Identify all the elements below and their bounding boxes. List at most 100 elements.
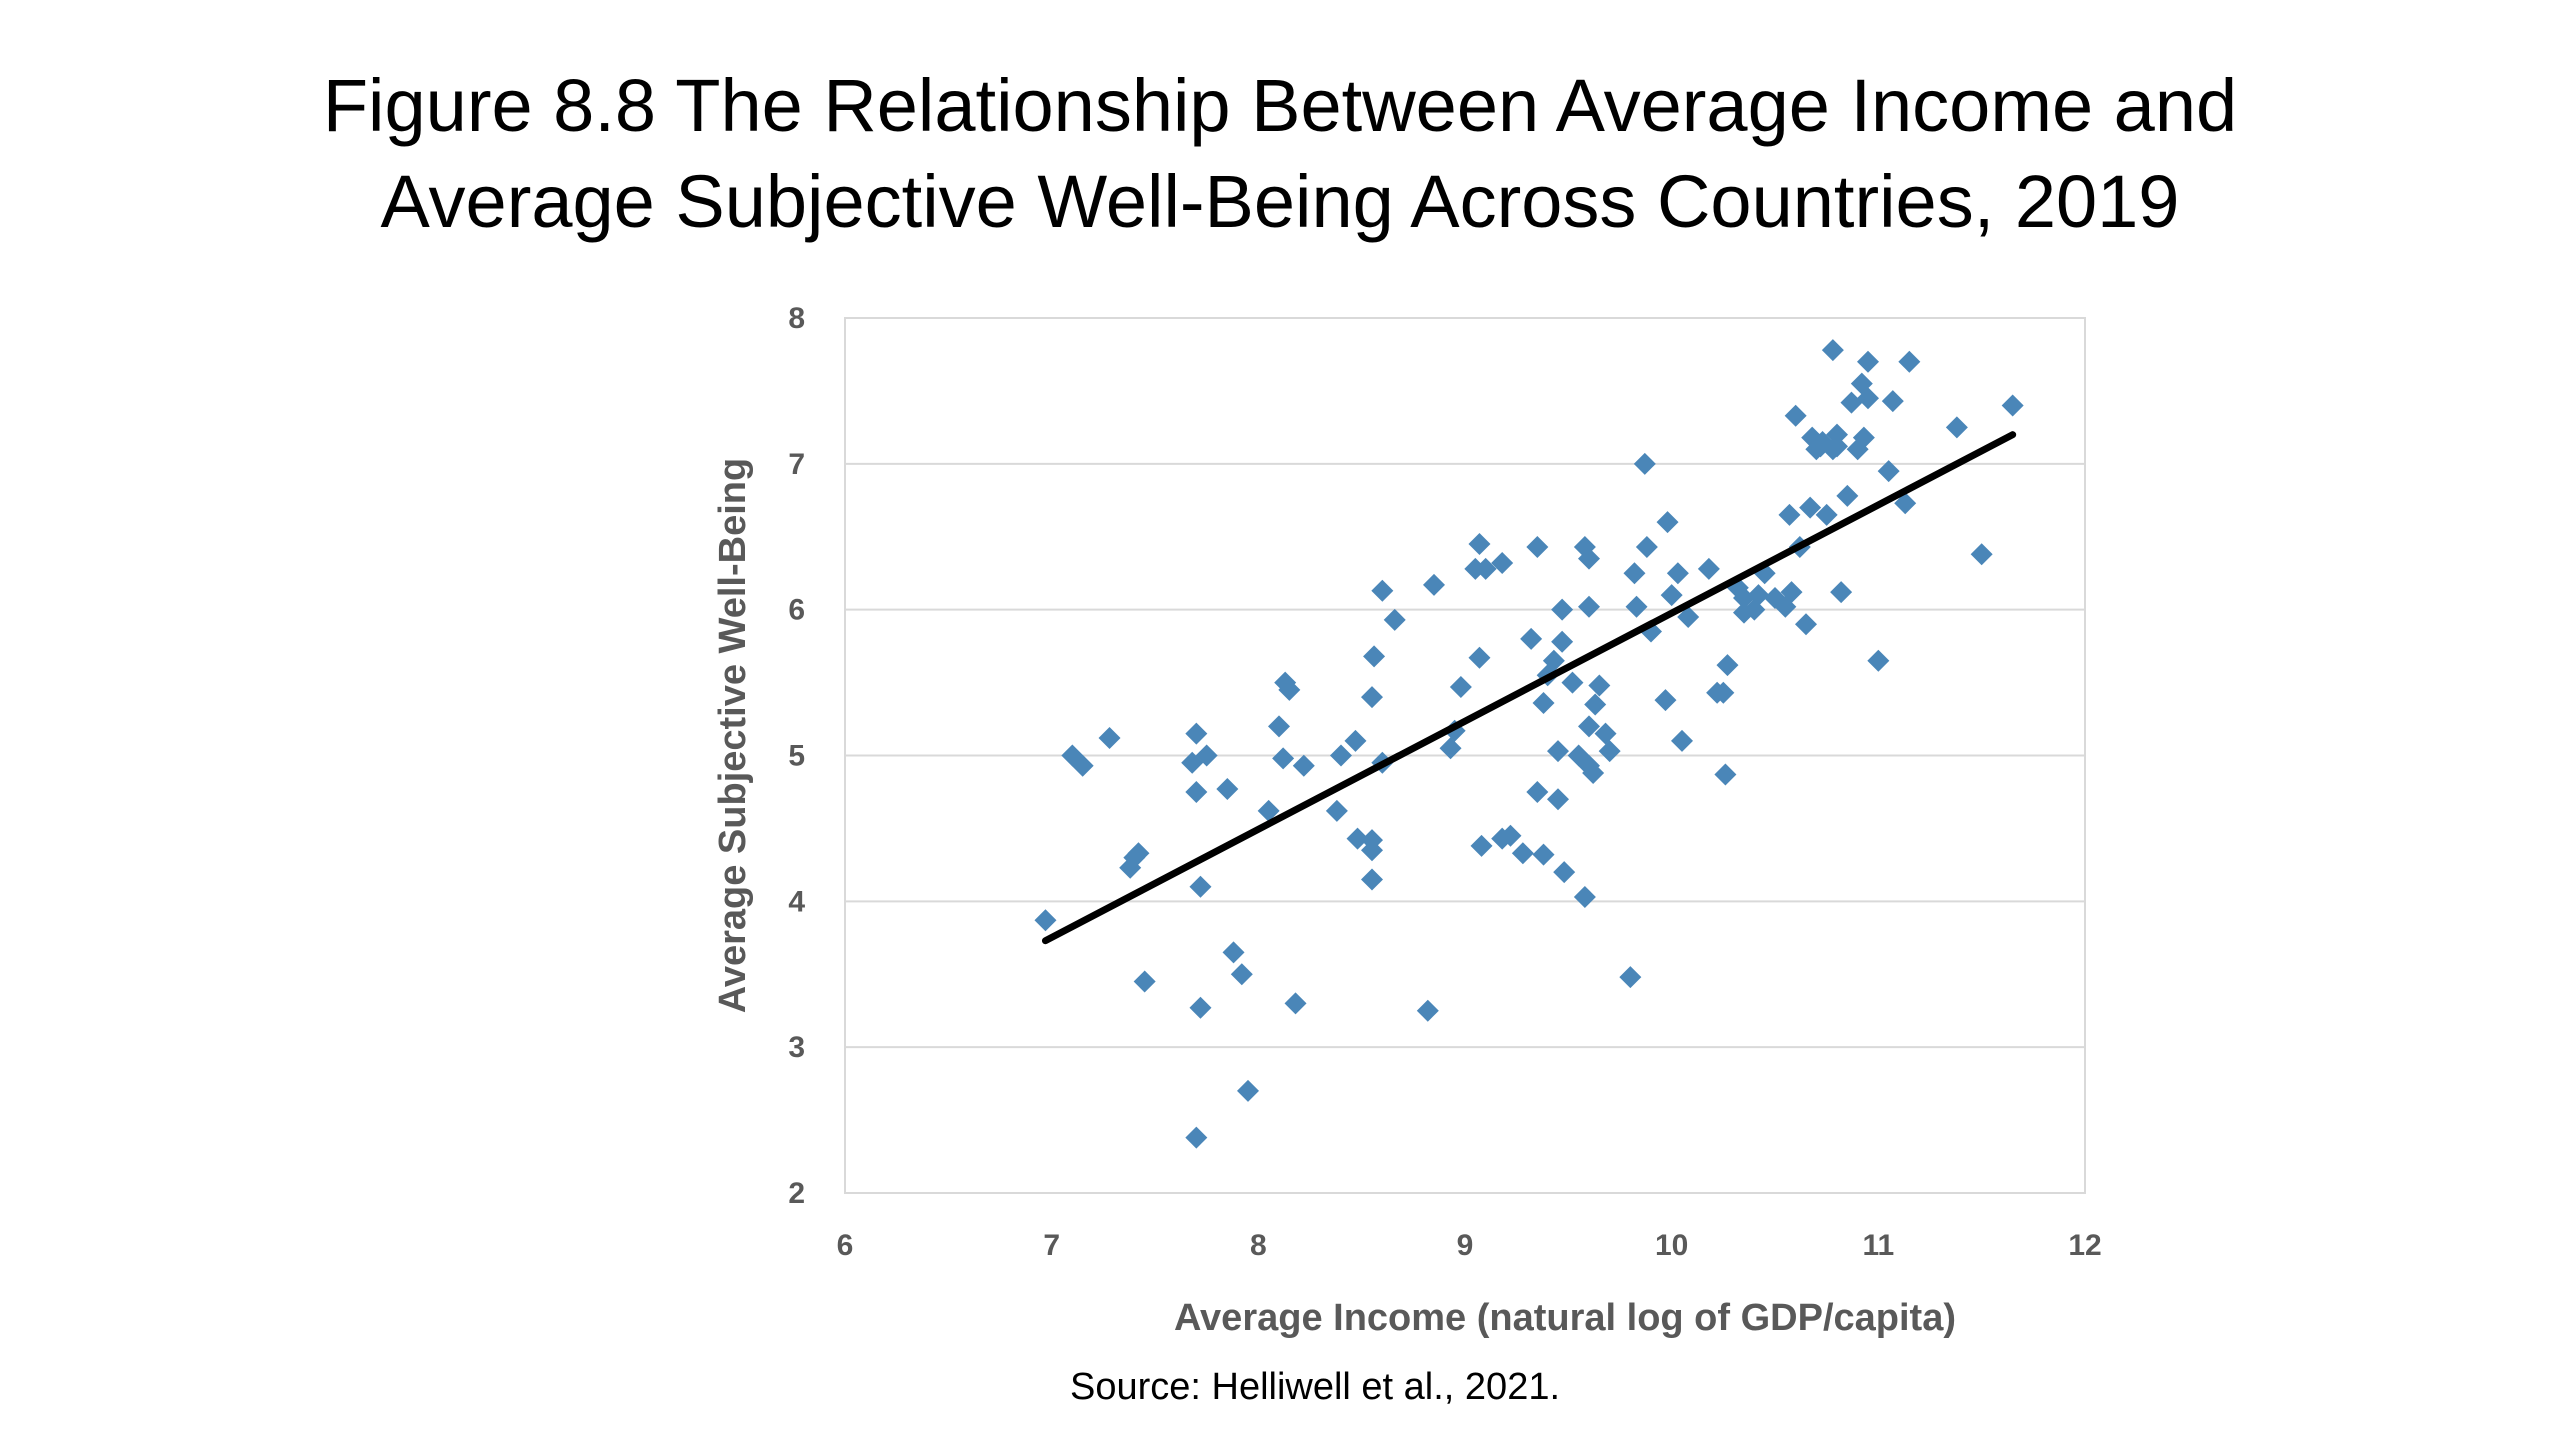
data-point xyxy=(1716,654,1739,677)
source-note: Source: Helliwell et al., 2021. xyxy=(1069,1366,1561,1408)
data-point xyxy=(1098,727,1121,749)
data-point xyxy=(1185,780,1208,803)
data-point xyxy=(1666,562,1689,585)
chart-title-line-2: Average Subjective Well-Being Across Cou… xyxy=(380,160,2180,243)
data-point xyxy=(1284,992,1307,1015)
data-point xyxy=(1216,778,1239,801)
data-point xyxy=(1619,966,1642,989)
data-point xyxy=(1189,875,1212,898)
data-point xyxy=(1733,587,1755,609)
data-point xyxy=(1877,460,1900,483)
data-point xyxy=(1547,788,1569,811)
data-point xyxy=(1633,452,1656,475)
data-point xyxy=(1468,533,1491,556)
data-point xyxy=(1623,562,1646,585)
data-point xyxy=(1945,416,1968,439)
data-point xyxy=(1584,693,1607,716)
data-point xyxy=(1195,744,1218,767)
data-point xyxy=(1594,722,1617,745)
data-point xyxy=(1784,404,1807,427)
data-point xyxy=(1526,780,1549,803)
data-point xyxy=(1532,843,1555,866)
data-point xyxy=(1780,581,1803,604)
data-point xyxy=(2001,394,2024,417)
x-tick-label: 9 xyxy=(1457,1229,1474,1262)
data-point xyxy=(1573,885,1596,908)
y-tick-label: 7 xyxy=(788,448,805,481)
data-point xyxy=(1344,729,1367,752)
data-point xyxy=(1230,963,1253,986)
data-point xyxy=(1836,484,1859,507)
data-point xyxy=(1799,496,1822,519)
y-tick-label: 5 xyxy=(788,740,805,773)
data-point xyxy=(1222,941,1245,964)
data-point xyxy=(1526,535,1549,558)
data-point xyxy=(1588,674,1611,697)
y-axis-ticks: 2 3 4 5 6 7 8 xyxy=(788,302,805,1210)
x-axis-ticks: 6 7 8 9 10 11 12 xyxy=(837,1229,2102,1262)
data-point xyxy=(1677,605,1700,628)
data-point xyxy=(1778,503,1801,526)
data-point xyxy=(1852,426,1875,449)
data-point xyxy=(1815,503,1838,526)
data-point xyxy=(1439,737,1462,760)
x-tick-label: 11 xyxy=(1862,1229,1894,1262)
y-tick-label: 2 xyxy=(788,1177,805,1210)
data-point xyxy=(1830,581,1853,604)
data-point xyxy=(1268,715,1290,738)
data-point xyxy=(1491,552,1514,574)
data-point xyxy=(1237,1079,1259,1102)
data-point xyxy=(1499,824,1522,847)
data-point xyxy=(1826,435,1848,458)
data-point xyxy=(1654,689,1677,712)
data-point xyxy=(1346,827,1369,850)
data-point xyxy=(1578,715,1600,738)
data-point xyxy=(1127,842,1150,865)
data-point xyxy=(1520,627,1543,650)
y-tick-label: 3 xyxy=(788,1031,805,1064)
trend-line xyxy=(1041,431,2017,945)
data-point xyxy=(1551,598,1574,621)
y-tick-label: 4 xyxy=(788,885,805,918)
data-point xyxy=(1416,999,1439,1022)
data-point xyxy=(1361,839,1383,862)
data-point xyxy=(1697,557,1720,580)
data-point xyxy=(1278,678,1301,701)
data-point xyxy=(1795,613,1817,636)
data-point xyxy=(1542,649,1565,672)
chart-title-line-1: Figure 8.8 The Relationship Between Aver… xyxy=(322,64,2238,147)
data-point xyxy=(1867,649,1890,672)
gridlines xyxy=(845,317,2085,1194)
data-point xyxy=(1189,996,1212,1019)
data-point xyxy=(1660,584,1683,607)
data-point xyxy=(1423,573,1445,596)
data-point xyxy=(1034,909,1057,932)
data-point xyxy=(1625,595,1648,618)
data-point xyxy=(1826,423,1848,446)
data-point xyxy=(1714,763,1737,786)
data-point xyxy=(1578,547,1600,570)
data-point xyxy=(1133,970,1156,993)
x-tick-label: 6 xyxy=(837,1229,854,1262)
x-tick-label: 7 xyxy=(1043,1229,1060,1262)
data-point xyxy=(1071,754,1094,777)
data-point xyxy=(1257,799,1280,822)
data-point xyxy=(1635,535,1658,558)
data-point xyxy=(1330,744,1352,767)
data-point xyxy=(1371,579,1394,602)
plot-area-frame xyxy=(844,317,2086,1194)
data-point xyxy=(1881,390,1904,413)
data-point xyxy=(1361,868,1383,891)
y-axis-title: Average Subjective Well-Being xyxy=(712,458,754,1013)
data-point xyxy=(1272,747,1295,770)
data-point xyxy=(1898,350,1921,373)
x-tick-label: 10 xyxy=(1655,1229,1688,1262)
data-points xyxy=(1034,339,2024,1149)
data-point xyxy=(1383,608,1406,631)
data-point xyxy=(1292,754,1315,777)
data-point xyxy=(1551,630,1574,653)
data-point xyxy=(1511,842,1534,865)
chart-title: Figure 8.8 The Relationship Between Aver… xyxy=(0,58,2560,250)
data-point xyxy=(1468,646,1491,669)
